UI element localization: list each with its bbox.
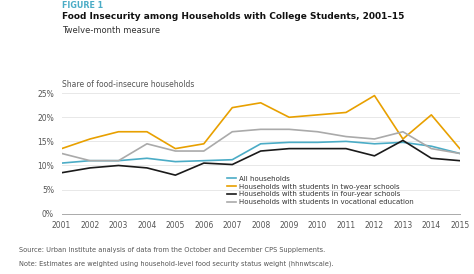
Households with students in four-year schools [400, 139, 406, 142]
Text: Share of food-insecure households: Share of food-insecure households [62, 80, 194, 89]
Households with students in vocational education [258, 128, 264, 131]
Households with students in four-year schools [229, 163, 235, 166]
Households with students in four-year schools [144, 166, 150, 170]
All households [87, 159, 93, 162]
Households with students in vocational education [229, 130, 235, 133]
All households [343, 140, 349, 143]
Households with students in four-year schools [59, 171, 64, 174]
Households with students in two-year schools [173, 147, 178, 150]
Households with students in four-year schools [173, 173, 178, 177]
Households with students in four-year schools [116, 164, 121, 167]
All households [229, 158, 235, 161]
Households with students in two-year schools [286, 116, 292, 119]
Households with students in vocational education [144, 142, 150, 145]
All households [59, 161, 64, 165]
Line: Households with students in vocational education: Households with students in vocational e… [62, 129, 460, 161]
Households with students in four-year schools [315, 147, 320, 150]
Households with students in two-year schools [400, 137, 406, 141]
Households with students in two-year schools [315, 113, 320, 116]
Households with students in vocational education [372, 137, 377, 141]
Households with students in four-year schools [286, 147, 292, 150]
Text: Note: Estimates are weighted using household-level food security status weight (: Note: Estimates are weighted using house… [19, 260, 334, 267]
Households with students in vocational education [201, 149, 207, 153]
Households with students in four-year schools [457, 159, 463, 162]
All households [116, 159, 121, 162]
Households with students in two-year schools [201, 142, 207, 145]
All households [315, 141, 320, 144]
Households with students in two-year schools [258, 101, 264, 104]
Households with students in vocational education [457, 152, 463, 155]
Households with students in four-year schools [343, 147, 349, 150]
Households with students in two-year schools [343, 111, 349, 114]
Line: Households with students in four-year schools: Households with students in four-year sc… [62, 140, 460, 175]
Households with students in four-year schools [428, 157, 434, 160]
Text: Source: Urban Institute analysis of data from the October and December CPS Suppl: Source: Urban Institute analysis of data… [19, 247, 325, 253]
All households [201, 159, 207, 162]
All households [286, 141, 292, 144]
Line: All households: All households [62, 141, 460, 163]
Line: Households with students in two-year schools: Households with students in two-year sch… [62, 96, 460, 149]
Households with students in two-year schools [372, 94, 377, 97]
Legend: All households, Households with students in two-year schools, Households with st: All households, Households with students… [225, 173, 416, 208]
Households with students in two-year schools [428, 113, 434, 116]
Households with students in vocational education [286, 128, 292, 131]
Households with students in vocational education [59, 152, 64, 155]
Households with students in four-year schools [87, 166, 93, 170]
Text: Food Insecurity among Households with College Students, 2001–15: Food Insecurity among Households with Co… [62, 12, 404, 21]
Households with students in four-year schools [372, 154, 377, 158]
Households with students in vocational education [343, 135, 349, 138]
Households with students in four-year schools [201, 161, 207, 165]
All households [400, 141, 406, 144]
Households with students in two-year schools [144, 130, 150, 133]
Text: Twelve-month measure: Twelve-month measure [62, 26, 160, 35]
All households [428, 145, 434, 148]
All households [173, 160, 178, 163]
All households [457, 152, 463, 155]
Households with students in two-year schools [457, 147, 463, 150]
Households with students in vocational education [116, 159, 121, 162]
Text: FIGURE 1: FIGURE 1 [62, 1, 103, 10]
All households [372, 142, 377, 145]
Households with students in vocational education [315, 130, 320, 133]
Households with students in two-year schools [229, 106, 235, 109]
Households with students in four-year schools [258, 149, 264, 153]
All households [144, 157, 150, 160]
Households with students in two-year schools [87, 137, 93, 141]
All households [258, 142, 264, 145]
Households with students in two-year schools [116, 130, 121, 133]
Households with students in vocational education [87, 159, 93, 162]
Households with students in two-year schools [59, 147, 64, 150]
Households with students in vocational education [400, 130, 406, 133]
Households with students in vocational education [428, 147, 434, 150]
Households with students in vocational education [173, 149, 178, 153]
